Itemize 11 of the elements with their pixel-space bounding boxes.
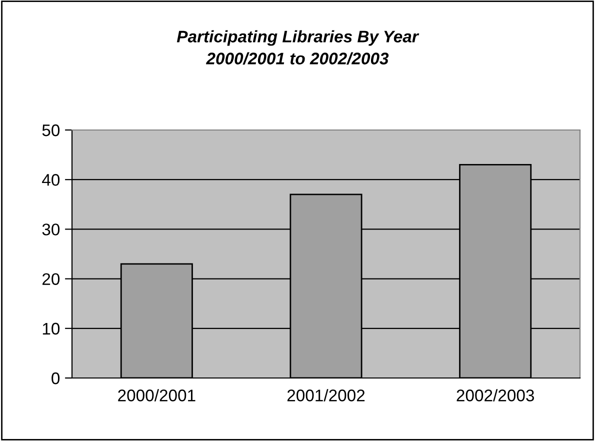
chart-subtitle: 2000/2001 to 2002/2003	[206, 52, 389, 65]
x-tick-label: 2001/2002	[287, 389, 365, 402]
y-tick-label: 50	[42, 124, 60, 136]
y-tick-label: 0	[52, 372, 60, 384]
x-tick-label: 2000/2001	[118, 389, 196, 402]
y-tick-label: 10	[42, 322, 60, 335]
y-tick-label: 40	[42, 174, 60, 186]
x-tick-label: 2002/2003	[456, 389, 534, 402]
y-tick-label: 20	[42, 273, 60, 286]
chart-title: Participating Libraries By Year	[176, 30, 420, 46]
y-tick-label: 30	[42, 224, 60, 236]
